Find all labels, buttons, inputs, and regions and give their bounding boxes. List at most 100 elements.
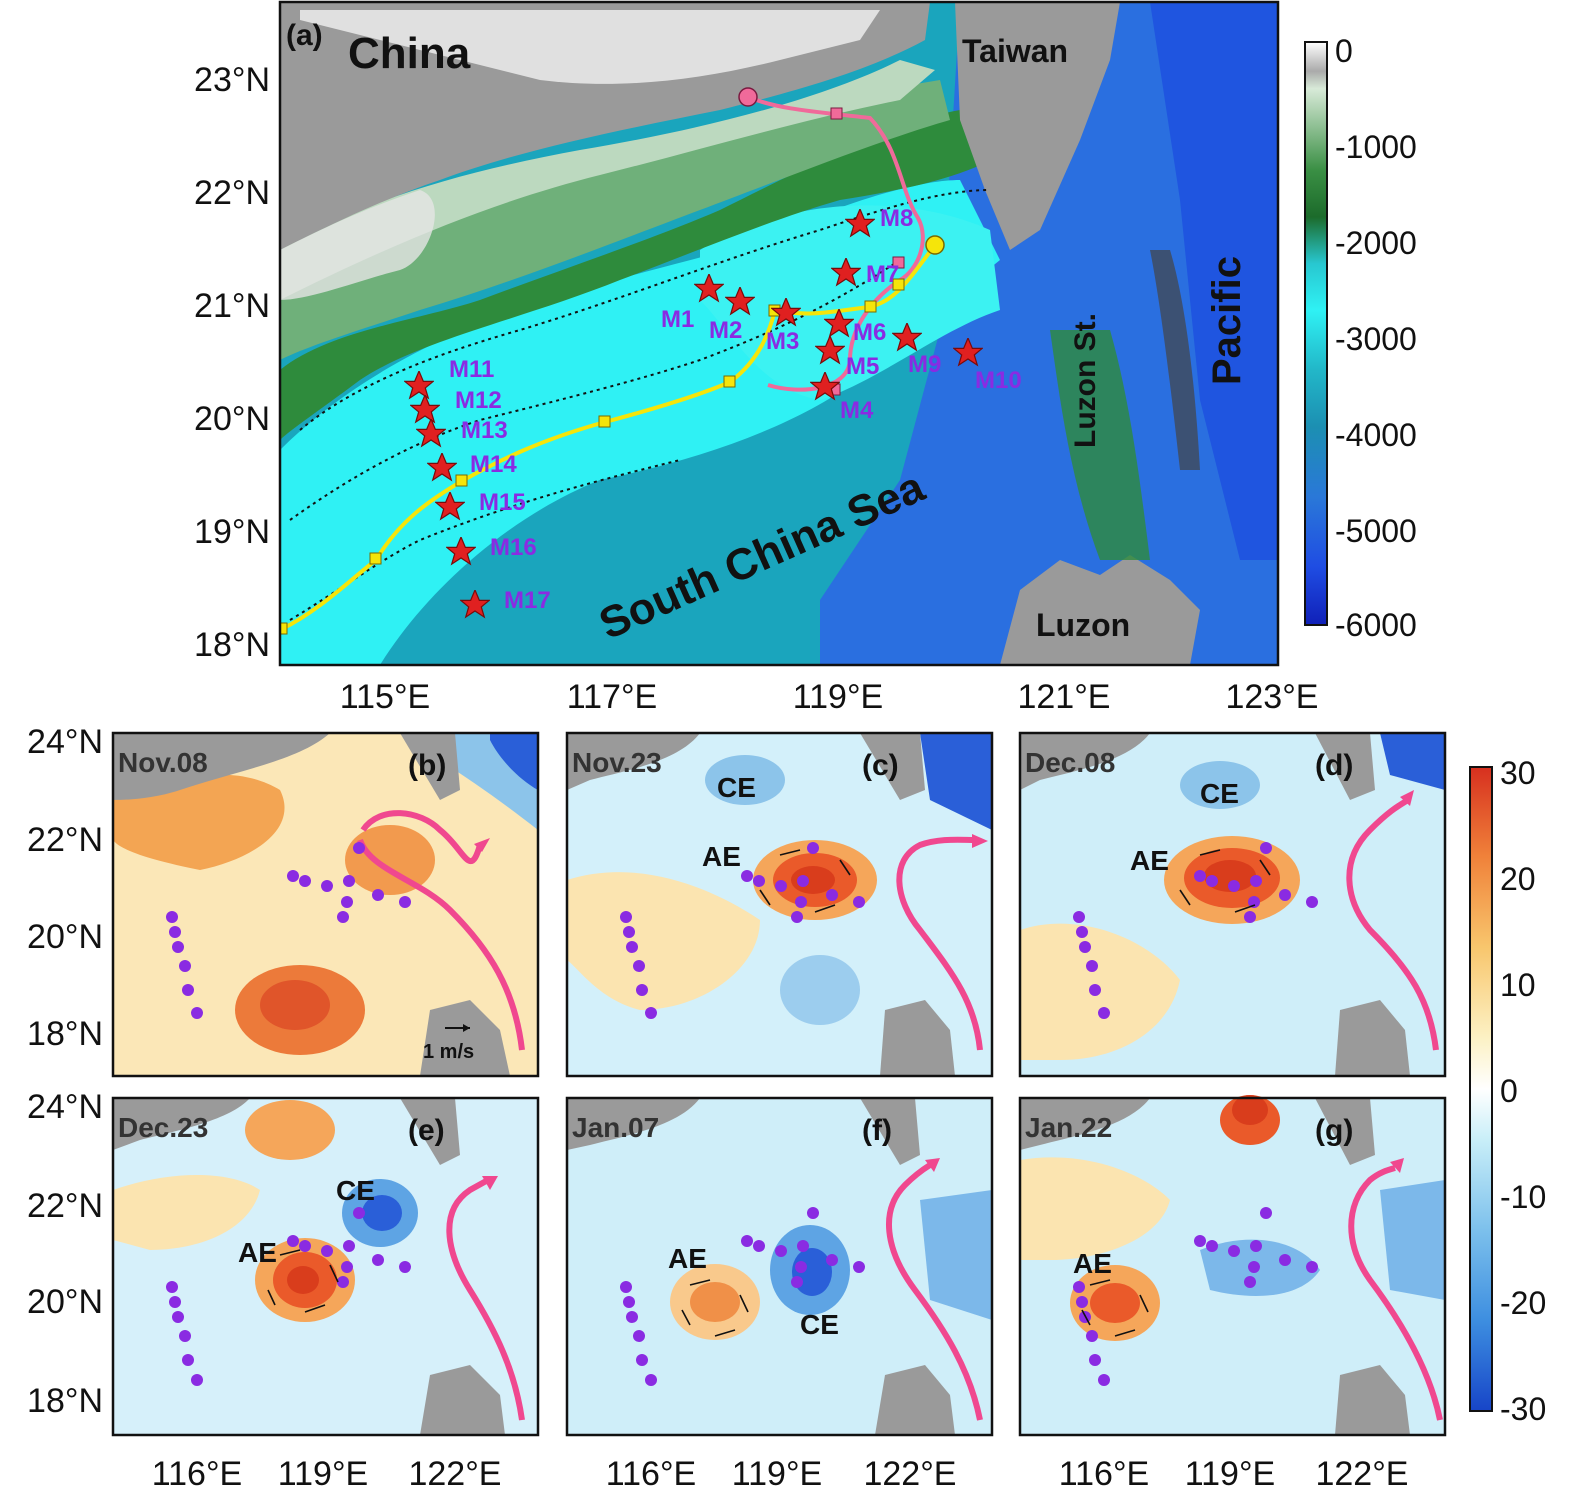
cb-tick: -20 xyxy=(1500,1285,1546,1321)
lon-tick: 122°E xyxy=(408,1455,501,1493)
lat-tick: 21°N xyxy=(194,287,270,325)
panel-a-label: (a) xyxy=(286,19,323,52)
label-m5: M5 xyxy=(846,353,879,380)
panel-c: Nov.23 (c) CE AE xyxy=(565,731,994,1078)
date-label: Jan.07 xyxy=(572,1112,659,1143)
velocity-vectors xyxy=(267,849,1271,1337)
label-m16: M16 xyxy=(490,534,537,561)
panel-label: (b) xyxy=(408,749,446,782)
land-taiwan xyxy=(955,2,1120,250)
lower-lat-ticks: 24°N 22°N 20°N 18°N 24°N 22°N 20°N 18°N xyxy=(27,723,103,1420)
lat-tick: 24°N xyxy=(27,723,103,761)
lower-lon-ticks: 116°E 119°E 122°E 116°E 119°E 122°E 116°… xyxy=(152,1455,1409,1493)
cb-tick: 30 xyxy=(1500,755,1536,791)
label-m17: M17 xyxy=(504,587,551,614)
eddy-label-ae: AE xyxy=(668,1243,707,1274)
label-m1: M1 xyxy=(661,306,694,333)
panel-b: 1 m/s Nov.08 (b) xyxy=(111,731,540,1078)
lon-tick: 117°E xyxy=(567,678,657,716)
label-m11: M11 xyxy=(449,356,494,383)
label-m6: M6 xyxy=(853,319,886,346)
label-m15: M15 xyxy=(479,489,526,516)
lat-tick: 22°N xyxy=(194,174,270,212)
eddy-label-ae: AE xyxy=(702,841,741,872)
eddy-label-ce: CE xyxy=(717,772,756,803)
lon-tick: 122°E xyxy=(1315,1455,1408,1493)
panel-a-lon-ticks: 115°E 117°E 119°E 121°E 123°E xyxy=(340,678,1319,716)
bathymetry-colorbar xyxy=(1304,41,1328,626)
date-label: Nov.23 xyxy=(572,747,662,778)
panel-d: Dec.08 (d) CE AE xyxy=(1018,731,1447,1078)
panel-f: Jan.07 (f) AE CE xyxy=(565,1096,994,1437)
eddy-label-ae: AE xyxy=(1073,1248,1112,1279)
lat-tick: 24°N xyxy=(27,1088,103,1126)
lon-tick: 119°E xyxy=(732,1455,822,1493)
label-taiwan: Taiwan xyxy=(962,33,1068,69)
mooring-labels: M1 M2 M3 M4 M5 M6 M7 M8 M9 M10 M11 M12 M… xyxy=(449,205,1022,614)
cb-tick: -10 xyxy=(1500,1179,1546,1215)
panel-e: Dec.23 (e) CE AE xyxy=(111,1096,540,1437)
cb-tick: 10 xyxy=(1500,967,1536,1003)
label-m12: M12 xyxy=(455,387,502,414)
land-china xyxy=(280,2,930,250)
lon-tick: 116°E xyxy=(152,1455,242,1493)
lat-tick: 20°N xyxy=(27,918,103,956)
lat-tick: 23°N xyxy=(194,61,270,99)
lat-tick: 18°N xyxy=(194,626,270,664)
label-m3: M3 xyxy=(766,328,799,355)
lon-tick: 123°E xyxy=(1225,678,1318,716)
label-luzon: Luzon xyxy=(1036,607,1130,643)
label-m10: M10 xyxy=(975,367,1022,394)
label-m13: M13 xyxy=(461,417,508,444)
label-m9: M9 xyxy=(908,351,941,378)
lon-tick: 116°E xyxy=(1059,1455,1149,1493)
lat-tick: 20°N xyxy=(27,1283,103,1321)
sla-colorbar-ticks: 30 20 10 0 -10 -20 -30 xyxy=(1500,755,1546,1427)
label-m7: M7 xyxy=(866,261,899,288)
panel-a-frame xyxy=(278,0,1280,667)
lon-tick: 119°E xyxy=(793,678,883,716)
lon-tick: 115°E xyxy=(340,678,430,716)
lon-tick: 119°E xyxy=(278,1455,368,1493)
lat-tick: 18°N xyxy=(27,1382,103,1420)
panel-g: Jan.22 (g) AE xyxy=(1018,1095,1447,1437)
eddy-label-ae: AE xyxy=(238,1237,277,1268)
yellow-track xyxy=(281,243,937,631)
cb-tick: 0 xyxy=(1500,1073,1518,1109)
cb-tick: -3000 xyxy=(1335,321,1417,357)
label-m14: M14 xyxy=(470,451,517,478)
panel-label: (g) xyxy=(1315,1114,1353,1147)
velocity-scale-label: 1 m/s xyxy=(423,1041,474,1063)
eddy-label-ce: CE xyxy=(1200,778,1239,809)
eddy-label-ae: AE xyxy=(1130,845,1169,876)
lat-tick: 18°N xyxy=(27,1015,103,1053)
lat-tick: 19°N xyxy=(194,513,270,551)
cb-tick: -5000 xyxy=(1335,513,1417,549)
lat-tick: 22°N xyxy=(27,821,103,859)
lon-tick: 122°E xyxy=(863,1455,956,1493)
date-label: Dec.23 xyxy=(118,1112,208,1143)
label-m8: M8 xyxy=(880,205,913,232)
panel-label: (c) xyxy=(862,749,899,782)
label-m2: M2 xyxy=(709,317,742,344)
eddy-label-ce: CE xyxy=(336,1175,375,1206)
land-luzon xyxy=(1000,555,1200,665)
date-label: Jan.22 xyxy=(1025,1112,1112,1143)
panel-label: (d) xyxy=(1315,749,1353,782)
eddy-label-ce: CE xyxy=(800,1309,839,1340)
cb-tick: 0 xyxy=(1335,33,1353,69)
lon-tick: 119°E xyxy=(1185,1455,1275,1493)
cb-tick: -4000 xyxy=(1335,417,1417,453)
green-shelf xyxy=(280,110,1010,440)
label-luzon-strait: Luzon St. xyxy=(1069,313,1102,448)
lon-tick: 116°E xyxy=(606,1455,696,1493)
cb-tick: 20 xyxy=(1500,861,1536,897)
lat-tick: 22°N xyxy=(27,1187,103,1225)
bathymetry-colorbar-ticks: 0 -1000 -2000 -3000 -4000 -5000 -6000 xyxy=(1335,33,1417,643)
panel-label: (f) xyxy=(862,1114,892,1147)
panel-a-map: M1 M2 M3 M4 M5 M6 M7 M8 M9 M10 M11 M12 M… xyxy=(194,0,1417,716)
cb-tick: -30 xyxy=(1500,1391,1546,1427)
cb-tick: -2000 xyxy=(1335,225,1417,261)
label-pacific: Pacific xyxy=(1205,256,1249,385)
